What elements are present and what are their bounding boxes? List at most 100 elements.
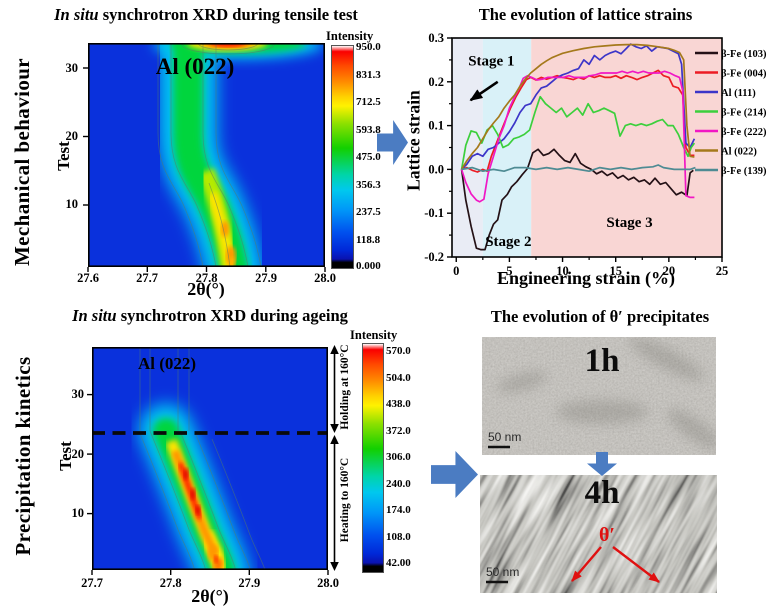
title-lattice-strain: The evolution of lattice strains [478, 5, 693, 24]
legend-label: β-Fe (222) [721, 127, 767, 138]
holding-label: Holding at 160°C [339, 344, 351, 430]
series-line [460, 95, 696, 170]
colorbar-tensile-title: Intensity [326, 29, 374, 43]
connector-arrow-down-icon [587, 452, 617, 476]
series-line [461, 164, 696, 173]
ytick-label: 0.0 [428, 162, 444, 176]
cbtick: 240.0 [386, 477, 411, 490]
ytick: 20 [65, 129, 79, 143]
xtick: 28.0 [317, 576, 339, 590]
xlabel-lattice-strain: Engineering strain (%) [497, 268, 675, 288]
legend-label: Al (022) [721, 147, 757, 158]
ytick-label: -0.1 [424, 206, 444, 220]
connector-arrow-bottom-icon [431, 451, 478, 498]
xtick: 27.9 [238, 576, 261, 590]
theta-prime-label: θ′ [599, 524, 615, 546]
theta-prime-arrows [571, 546, 660, 583]
xtick-label: 25 [716, 264, 729, 278]
stage-label: Stage 3 [606, 215, 652, 231]
colorbar-ageing [362, 343, 384, 573]
cbtick: 356.3 [356, 178, 381, 191]
ytick-label: -0.2 [424, 250, 444, 264]
cbtick: 831.3 [356, 68, 381, 81]
ytick-label: 0.2 [428, 75, 444, 89]
xtick: 28.0 [314, 271, 336, 285]
stage1-arrow-icon [469, 80, 499, 102]
cbtick: 570.0 [386, 345, 411, 357]
xtick: 27.7 [81, 576, 103, 590]
cbtick: 306.0 [386, 451, 411, 463]
xlabel-ageing: 2θ(°) [191, 586, 229, 606]
xlabel-tensile: 2θ(°) [187, 279, 225, 299]
ytick-label: 0.1 [428, 119, 444, 133]
colorbar-tensile [331, 45, 354, 269]
tem-4h-label: 4h [585, 475, 620, 511]
xtick: 27.9 [255, 271, 277, 285]
lattice-strain-chart: 0 5 10 15 20 25 -0.2 -0.1 0.0 0.1 0.2 0.3 Stage 1 Sta… [424, 31, 767, 278]
tem-image-4h: 4h θ′ 50 nm [480, 475, 717, 593]
tem-1h-texture [496, 337, 716, 450]
ytick: 20 [71, 446, 85, 461]
stage-label: Stage 1 [468, 54, 514, 70]
xtick: 27.7 [136, 271, 158, 285]
title-tensile-rest: synchrotron XRD during tensile test [98, 5, 358, 24]
side-label-mechanical: Mechanical behaviour [10, 57, 34, 267]
title-tensile: In situ synchrotron XRD during tensile t… [36, 5, 376, 25]
stage-label: Stage 2 [485, 234, 531, 250]
series-line [460, 43, 695, 170]
legend-label: β-Fe (139) [721, 166, 767, 177]
cbtick: 950.0 [356, 41, 381, 53]
tem-1h-scalebar-text: 50 nm [488, 430, 521, 444]
peak-annotation-tensile: Al (022) [155, 54, 235, 79]
title-tem: The evolution of θ′ precipitates [490, 307, 710, 326]
axis-ticks [83, 67, 326, 272]
xtick: 27.8 [159, 576, 182, 590]
xtick-label: 5 [506, 264, 512, 278]
series-line [460, 70, 695, 203]
legend-label: β-Fe (103) [721, 49, 767, 60]
cbtick: 108.0 [386, 530, 411, 543]
ytick: 30 [65, 61, 79, 75]
cbtick: 237.5 [356, 206, 381, 218]
title-ageing-rest: synchrotron XRD during ageing [116, 306, 348, 325]
tem-4h-scalebar-text: 50 nm [486, 565, 519, 579]
temperature-range-arrows [330, 345, 339, 571]
heating-label: Heating to 160°C [339, 457, 351, 543]
title-tensile-em: In situ [54, 5, 99, 24]
cbtick: 504.0 [386, 371, 411, 384]
peak-annotation-ageing: Al (022) [137, 354, 197, 373]
xtick: 27.6 [77, 271, 99, 285]
cbtick: 438.0 [386, 398, 411, 410]
series-line [460, 148, 694, 251]
tem-image-1h: 1h 50 nm [482, 337, 716, 455]
cbtick: 593.8 [356, 123, 381, 136]
legend-label: β-Fe (004) [721, 69, 767, 80]
stage-region [482, 38, 532, 257]
title-ageing-em: In situ [72, 306, 117, 325]
cbtick: 712.5 [356, 96, 381, 108]
side-label-precipitation: Precipitation kinetics [11, 356, 35, 556]
ytick: 30 [71, 387, 85, 401]
legend-label: Al (111) [721, 88, 756, 99]
ytick: 10 [65, 197, 79, 211]
ylabel-lattice-strain: Lattice strain [403, 90, 424, 191]
xtick: 27.8 [195, 271, 218, 285]
xrd-tensile-heatmap [83, 43, 326, 272]
cbtick: 42.00 [386, 557, 411, 569]
legend-label: β-Fe (214) [721, 108, 767, 119]
cbtick: 0.000 [356, 260, 381, 272]
cbtick: 372.0 [386, 424, 411, 437]
axis-ticks [87, 393, 329, 575]
xtick-label: 15 [609, 264, 622, 278]
xrd-ageing-heatmap [87, 347, 329, 575]
title-ageing: In situ synchrotron XRD during ageing [40, 306, 380, 326]
xtick-label: 20 [663, 264, 676, 278]
xtick-label: 10 [556, 264, 569, 278]
colorbar-ageing-title: Intensity [350, 328, 398, 342]
ytick: 10 [71, 506, 85, 520]
tem-1h-label: 1h [585, 343, 620, 379]
cbtick: 174.0 [386, 504, 411, 516]
ytick-label: 0.3 [428, 31, 444, 45]
xtick-label: 0 [453, 264, 459, 278]
